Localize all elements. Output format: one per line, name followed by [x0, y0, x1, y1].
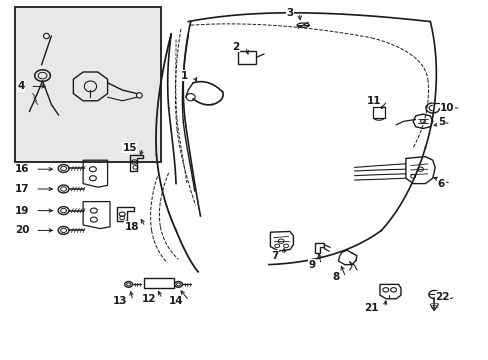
Text: 12: 12 [142, 294, 156, 304]
Text: 16: 16 [15, 164, 29, 174]
Text: 19: 19 [15, 206, 29, 216]
Text: 14: 14 [168, 296, 183, 306]
FancyBboxPatch shape [144, 278, 173, 288]
Text: 7: 7 [271, 251, 278, 261]
Text: 10: 10 [439, 103, 454, 113]
Text: 1: 1 [181, 71, 188, 81]
Text: 18: 18 [124, 222, 139, 232]
Text: 17: 17 [15, 184, 29, 194]
Text: 2: 2 [232, 42, 239, 52]
Text: 15: 15 [122, 143, 137, 153]
Text: 13: 13 [112, 296, 127, 306]
Text: 5: 5 [437, 117, 444, 127]
Text: 11: 11 [366, 96, 381, 106]
Text: 3: 3 [285, 8, 293, 18]
FancyBboxPatch shape [238, 51, 255, 64]
Text: 8: 8 [332, 272, 339, 282]
Text: 9: 9 [307, 260, 315, 270]
Text: 20: 20 [15, 225, 29, 235]
Text: 4: 4 [17, 81, 24, 91]
Text: 6: 6 [437, 179, 444, 189]
Text: 22: 22 [434, 292, 449, 302]
Bar [15, 7, 161, 162]
Text: 21: 21 [364, 303, 378, 313]
FancyBboxPatch shape [372, 107, 384, 118]
